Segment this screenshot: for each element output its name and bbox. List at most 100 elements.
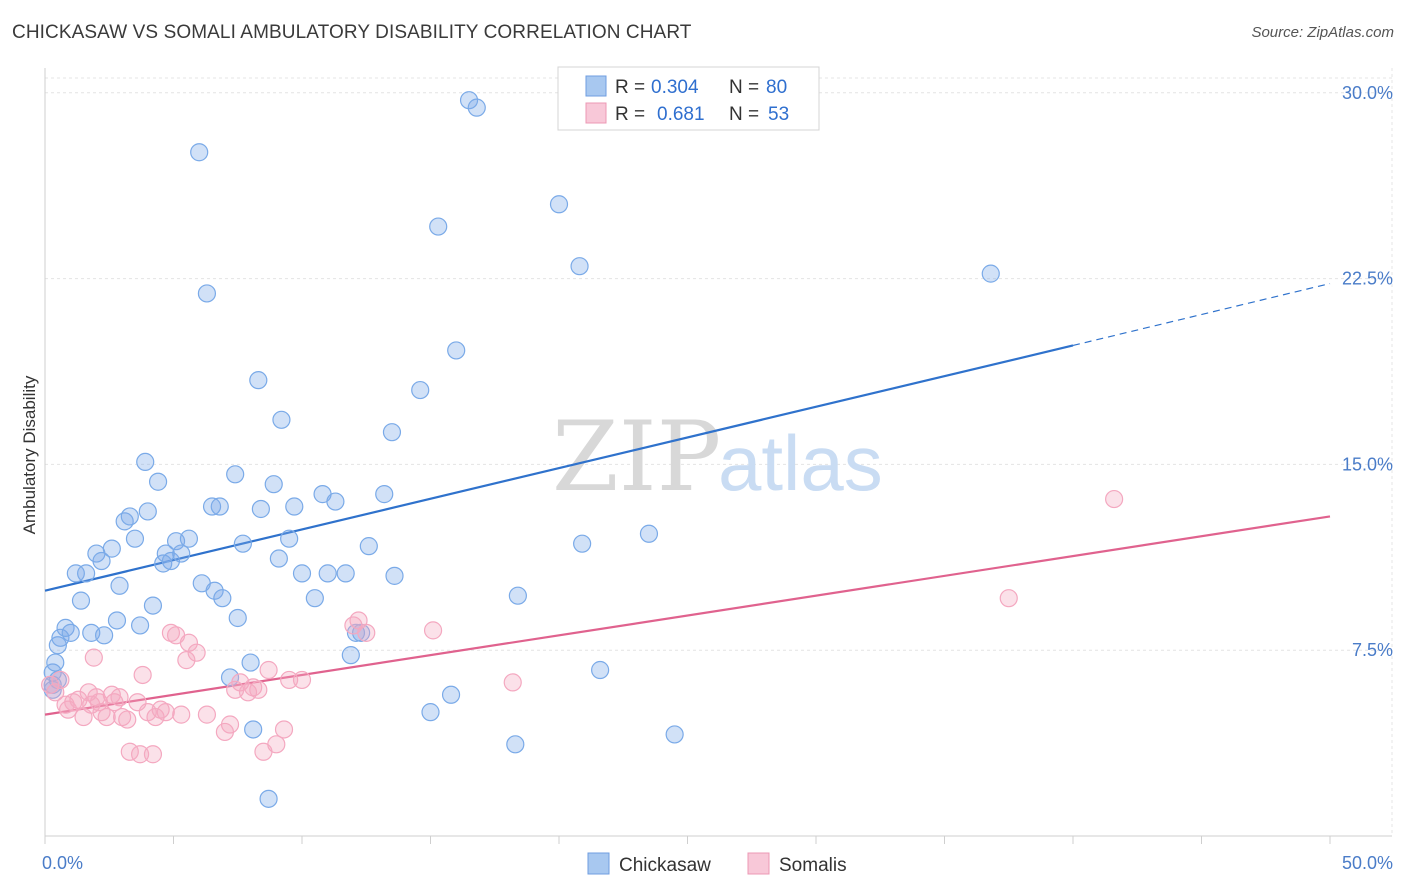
data-points <box>41 91 1124 808</box>
legend-swatch-chickasaw <box>585 75 607 97</box>
legend-n-value-1: 80 <box>766 77 787 98</box>
legend-top: R = 0.304 N = 80 R = 0.681 N = 53 <box>557 66 820 131</box>
data-point <box>1105 489 1124 509</box>
data-point <box>459 91 479 110</box>
data-point <box>249 371 268 390</box>
trend-line-0 <box>44 344 1074 592</box>
data-point <box>305 589 324 608</box>
data-point <box>570 257 589 276</box>
data-point <box>110 576 129 595</box>
data-point <box>341 646 360 665</box>
data-point <box>292 564 312 583</box>
legend-bottom-swatch-chickasaw <box>587 852 610 875</box>
data-point <box>357 623 376 642</box>
data-point <box>120 507 139 526</box>
data-point <box>573 534 592 553</box>
legend-n-value-2: 53 <box>768 104 789 125</box>
data-point <box>241 653 260 672</box>
data-point <box>172 544 191 563</box>
data-point <box>95 626 114 645</box>
data-point <box>447 341 466 360</box>
data-point <box>143 596 163 615</box>
data-point <box>51 670 70 690</box>
data-point <box>115 512 134 531</box>
data-point <box>179 529 199 548</box>
legend-bottom-swatch-somalis <box>747 852 770 875</box>
data-point <box>133 665 152 685</box>
data-point <box>411 380 430 400</box>
data-point <box>202 497 222 516</box>
data-point <box>503 673 522 692</box>
data-point <box>981 264 1000 283</box>
chart-title: CHICKASAW VS SOMALI AMBULATORY DISABILIT… <box>12 22 692 43</box>
data-point <box>429 217 448 236</box>
data-point <box>228 608 247 628</box>
data-point <box>125 529 145 548</box>
data-point <box>591 660 610 680</box>
watermark-atlas: atlas <box>718 419 883 507</box>
data-point <box>92 551 111 571</box>
series-chickasaw <box>43 91 1000 808</box>
watermark-zip: ZIP <box>552 401 721 513</box>
data-point <box>92 703 111 722</box>
data-point <box>143 745 163 764</box>
data-point <box>136 452 155 472</box>
data-point <box>148 472 168 491</box>
data-point <box>205 581 224 600</box>
data-point <box>190 143 209 162</box>
data-point <box>280 529 299 548</box>
data-point <box>130 745 150 764</box>
data-point <box>197 705 217 724</box>
tick-labels: 7.5% 15.0% 22.5% 30.0% 0.0% 50.0% <box>42 83 1393 873</box>
data-point <box>71 591 91 610</box>
legend-n-label-1: N = <box>729 77 759 98</box>
data-point <box>66 564 85 583</box>
data-point <box>107 611 127 630</box>
data-point <box>336 564 355 583</box>
data-point <box>267 735 286 754</box>
data-point <box>375 485 394 504</box>
data-point <box>639 524 659 543</box>
series-somalis <box>41 489 1124 764</box>
x-tick-label-1: 50.0% <box>1342 853 1393 873</box>
data-point <box>77 564 96 583</box>
data-point <box>187 643 206 662</box>
data-point <box>130 616 150 635</box>
data-point <box>51 628 70 647</box>
legend-bottom-label-somalis: Somalis <box>779 855 847 876</box>
data-point <box>84 648 103 667</box>
data-point <box>249 680 268 699</box>
trend-line-extension-0 <box>1072 282 1331 347</box>
data-point <box>259 789 278 808</box>
data-point <box>213 589 232 608</box>
data-point <box>97 707 116 727</box>
data-point <box>233 534 252 553</box>
data-point <box>110 688 129 707</box>
data-point <box>274 720 294 739</box>
legend-r-label-1: R = <box>615 77 645 98</box>
data-point <box>359 537 378 556</box>
data-point <box>326 492 345 511</box>
y-axis-label: Ambulatory Disability <box>20 375 39 534</box>
watermark: ZIP atlas <box>552 401 883 513</box>
y-tick-label-1: 15.0% <box>1342 454 1393 474</box>
data-point <box>508 586 527 605</box>
data-point <box>264 475 283 494</box>
data-point <box>48 636 67 655</box>
legend-n-label-2: N = <box>729 104 759 125</box>
data-point <box>220 715 240 734</box>
source-label: Source: ZipAtlas.com <box>1251 24 1394 41</box>
data-point <box>46 653 65 672</box>
legend-bottom: Chickasaw Somalis <box>587 852 847 876</box>
y-tick-label-2: 22.5% <box>1342 269 1393 289</box>
data-point <box>156 703 175 722</box>
data-point <box>269 549 288 568</box>
data-point <box>421 703 440 722</box>
data-point <box>318 564 337 583</box>
data-point <box>105 693 124 712</box>
x-tick-label-0: 0.0% <box>42 853 83 873</box>
data-point <box>226 465 245 484</box>
data-point <box>251 499 270 519</box>
data-point <box>441 685 461 704</box>
data-point <box>118 710 137 729</box>
